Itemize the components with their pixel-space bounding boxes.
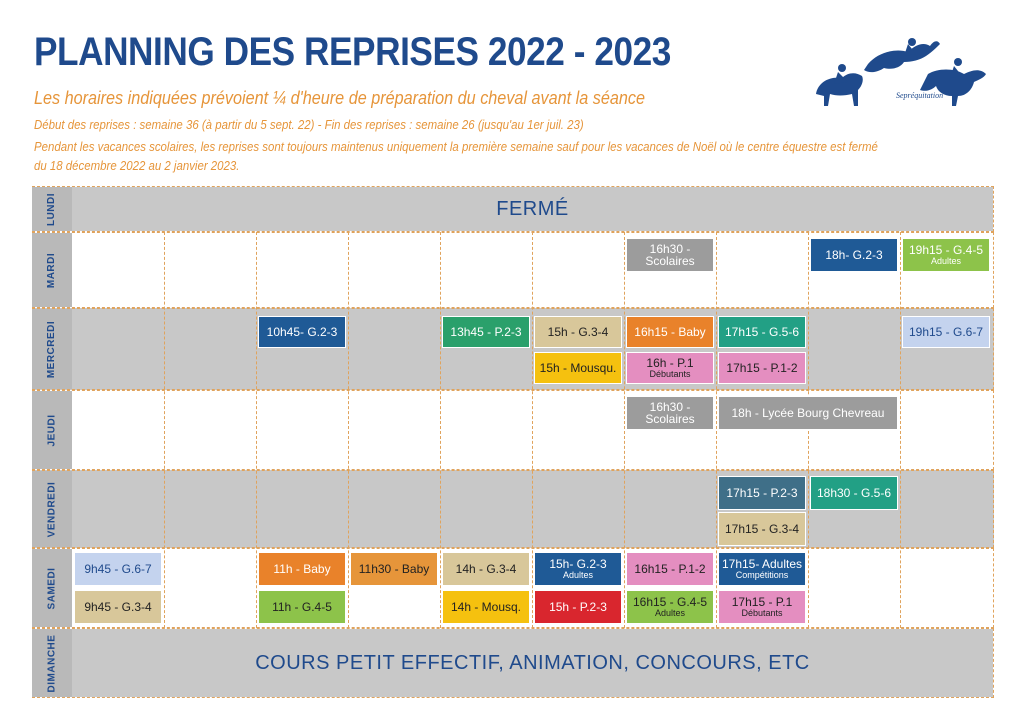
- day-label-samedi: SAMEDI: [32, 549, 72, 627]
- column-divider: [716, 232, 717, 628]
- day-label-mercredi: MERCREDI: [32, 309, 72, 389]
- session-slot: 18h- G.2-3: [810, 238, 898, 272]
- session-slot: 16h30 - Scolaires: [626, 238, 714, 272]
- session-slot: 14h - G.3-4: [442, 552, 530, 586]
- session-slot: 17h15 - G.5-6: [718, 316, 806, 348]
- column-divider: [164, 232, 165, 628]
- schedule-grid: LUNDI MARDI MERCREDI JEUDI VENDREDI SAME…: [32, 186, 994, 698]
- session-slot: 18h30 - G.5-6: [810, 476, 898, 510]
- session-slot: 16h - P.1 Débutants: [626, 352, 714, 384]
- session-slot: 16h15 - G.4-5 Adultes: [626, 590, 714, 624]
- session-slot: 14h - Mousq.: [442, 590, 530, 624]
- session-slot: 15h - Mousqu.: [534, 352, 622, 384]
- holidays-note-continued: du 18 décembre 2022 au 2 janvier 2023.: [34, 158, 240, 173]
- session-slot: 16h30 - Scolaires: [626, 396, 714, 430]
- session-slot: 17h15 - G.3-4: [718, 512, 806, 546]
- day-label-mardi: MARDI: [32, 233, 72, 307]
- session-slot: 11h30 - Baby: [350, 552, 438, 586]
- session-slot: 16h15 - P.1-2: [626, 552, 714, 586]
- day-label-vendredi: VENDREDI: [32, 471, 72, 547]
- session-slot: 9h45 - G.3-4: [74, 590, 162, 624]
- horse-riders-logo: Sepréquitation: [816, 38, 986, 106]
- session-slot: 10h45- G.2-3: [258, 316, 346, 348]
- dimanche-activities: COURS PETIT EFFECTIF, ANIMATION, CONCOUR…: [72, 629, 993, 697]
- session-slot: 17h15 - P.2-3: [718, 476, 806, 510]
- session-slot: 19h15 - G.4-5 Adultes: [902, 238, 990, 272]
- day-label-lundi: LUNDI: [32, 187, 72, 231]
- session-slot: 17h15- Adultes Compétitions: [718, 552, 806, 586]
- logo-text: Sepréquitation: [896, 91, 943, 100]
- day-label-jeudi: JEUDI: [32, 391, 72, 469]
- column-divider: [348, 232, 349, 628]
- session-slot: 18h - Lycée Bourg Chevreau: [718, 396, 898, 430]
- column-divider: [532, 232, 533, 628]
- session-slot: 19h15 - G.6-7: [902, 316, 990, 348]
- day-label-dimanche: DIMANCHE: [32, 629, 72, 697]
- session-slot: 15h- G.2-3 Adultes: [534, 552, 622, 586]
- session-slot: 15h - P.2-3: [534, 590, 622, 624]
- session-slot: 13h45 - P.2-3: [442, 316, 530, 348]
- page-title: PLANNING DES REPRISES 2022 - 2023: [34, 30, 671, 74]
- session-slot: 11h - Baby: [258, 552, 346, 586]
- column-divider: [256, 232, 257, 628]
- preparation-note: Les horaires indiquées prévoient ¼ d'heu…: [34, 88, 646, 108]
- column-divider: [808, 232, 809, 628]
- holidays-note: Pendant les vacances scolaires, les repr…: [34, 139, 878, 154]
- lundi-closed: FERMÉ: [72, 187, 993, 231]
- session-slot: 17h15 - P.1-2: [718, 352, 806, 384]
- column-divider: [624, 232, 625, 628]
- session-slot: 11h - G.4-5: [258, 590, 346, 624]
- column-divider: [900, 232, 901, 628]
- session-slot: 16h15 - Baby: [626, 316, 714, 348]
- season-dates-note: Début des reprises : semaine 36 (à parti…: [34, 117, 584, 132]
- session-slot: 17h15 - P.1 Débutants: [718, 590, 806, 624]
- session-slot: 15h - G.3-4: [534, 316, 622, 348]
- column-divider: [440, 232, 441, 628]
- session-slot: 9h45 - G.6-7: [74, 552, 162, 586]
